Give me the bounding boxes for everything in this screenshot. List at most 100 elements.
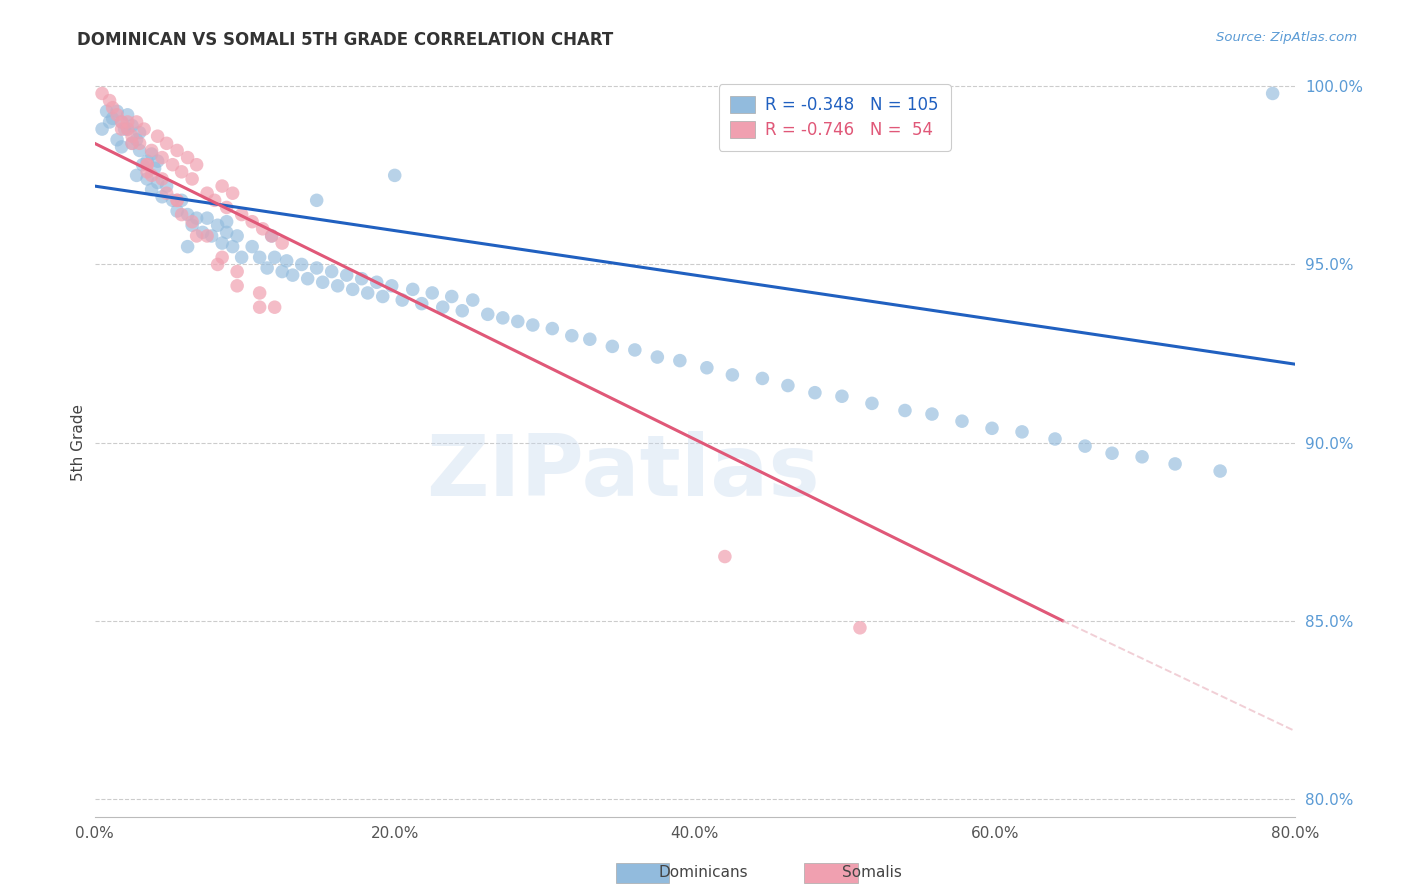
Point: [176, 208, 198, 222]
Point: [1130, 450, 1153, 464]
Point: [191, 226, 214, 240]
Point: [350, 271, 373, 285]
Point: [894, 403, 917, 417]
Point: [105, 133, 128, 147]
Point: [117, 115, 139, 129]
Point: [146, 129, 169, 144]
Point: [1043, 432, 1066, 446]
Point: [195, 186, 218, 201]
Point: [305, 260, 328, 275]
Point: [150, 151, 173, 165]
Point: [110, 115, 132, 129]
Point: [226, 229, 249, 244]
Point: [249, 250, 271, 264]
Point: [125, 115, 148, 129]
Point: [181, 172, 204, 186]
Point: [506, 314, 529, 328]
Point: [226, 278, 249, 293]
Point: [136, 165, 159, 179]
Point: [669, 353, 692, 368]
Point: [186, 158, 208, 172]
Point: [451, 303, 474, 318]
Point: [215, 201, 238, 215]
Point: [166, 144, 188, 158]
Point: [804, 385, 827, 400]
Point: [312, 275, 335, 289]
Point: [96, 104, 118, 119]
Point: [176, 151, 198, 165]
Point: [131, 158, 153, 172]
Point: [117, 122, 139, 136]
Point: [1261, 87, 1284, 101]
Point: [252, 222, 274, 236]
Point: [166, 204, 188, 219]
Point: [105, 104, 128, 119]
Point: [141, 183, 163, 197]
Point: [166, 194, 188, 208]
Point: [1074, 439, 1097, 453]
Point: [132, 122, 155, 136]
Point: [141, 144, 163, 158]
Point: [297, 271, 319, 285]
Point: [263, 300, 285, 314]
Point: [271, 236, 294, 251]
Point: [170, 165, 193, 179]
Point: [420, 285, 443, 300]
Point: [221, 186, 243, 201]
Point: [477, 307, 499, 321]
Point: [186, 211, 208, 226]
Point: [170, 194, 193, 208]
Point: [391, 293, 413, 307]
Point: [381, 278, 404, 293]
Point: [342, 282, 364, 296]
Text: Somalis: Somalis: [842, 865, 901, 880]
Point: [162, 194, 184, 208]
Point: [402, 282, 425, 296]
Point: [249, 300, 271, 314]
Point: [201, 229, 224, 244]
Point: [696, 360, 718, 375]
Point: [162, 158, 184, 172]
Point: [950, 414, 973, 428]
Point: [146, 154, 169, 169]
Point: [776, 378, 799, 392]
Point: [207, 219, 229, 233]
Point: [114, 122, 136, 136]
Point: [231, 208, 253, 222]
Point: [181, 219, 204, 233]
Text: DOMINICAN VS SOMALI 5TH GRADE CORRELATION CHART: DOMINICAN VS SOMALI 5TH GRADE CORRELATIO…: [77, 31, 613, 49]
Point: [411, 296, 433, 310]
Point: [215, 215, 238, 229]
Point: [110, 140, 132, 154]
Point: [128, 136, 150, 151]
Point: [136, 158, 159, 172]
Point: [101, 112, 124, 126]
Point: [128, 144, 150, 158]
Point: [371, 289, 394, 303]
Point: [647, 350, 669, 364]
Point: [186, 229, 208, 244]
Point: [98, 115, 121, 129]
Point: [305, 194, 328, 208]
Point: [1209, 464, 1232, 478]
Point: [721, 368, 744, 382]
Point: [211, 236, 233, 251]
Point: [128, 126, 150, 140]
Point: [211, 250, 233, 264]
Point: [541, 321, 564, 335]
Point: [91, 122, 114, 136]
Point: [357, 285, 380, 300]
Point: [231, 250, 253, 264]
Point: [240, 215, 263, 229]
Point: [981, 421, 1004, 435]
Point: [211, 179, 233, 194]
Point: [714, 549, 737, 564]
Point: [121, 129, 143, 144]
Point: [204, 194, 226, 208]
Point: [226, 264, 249, 278]
Point: [101, 101, 124, 115]
Point: [281, 268, 304, 282]
Point: [221, 239, 243, 253]
Point: [150, 172, 173, 186]
Point: [1101, 446, 1123, 460]
